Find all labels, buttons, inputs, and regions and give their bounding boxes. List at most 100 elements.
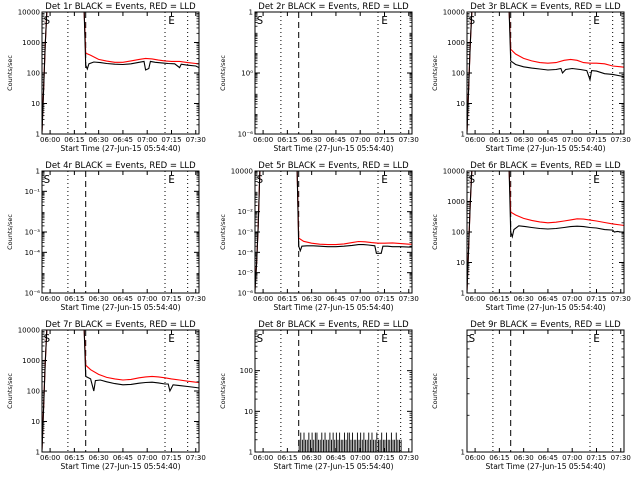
- x-tick-label: 06:30: [302, 295, 322, 303]
- event-count-bar: [360, 432, 362, 452]
- start-marker: S: [469, 14, 476, 27]
- end-marker: E: [381, 173, 388, 186]
- y-tick-label: 1: [461, 290, 465, 298]
- y-tick-label: 10⁻⁴: [238, 249, 254, 257]
- x-tick-label: 07:00: [562, 295, 582, 303]
- x-axis-label: Start Time (27-Jun-15 05:54:40): [274, 144, 394, 153]
- event-count-bar: [395, 432, 397, 452]
- x-axis-label: Start Time (27-Jun-15 05:54:40): [486, 462, 606, 471]
- event-count-bar: [334, 439, 336, 452]
- y-tick-label: 10: [456, 100, 465, 108]
- x-tick-label: 06:00: [253, 295, 273, 303]
- x-tick-label: 06:15: [64, 136, 84, 144]
- panel-det-3: Det 3r BLACK = Events, RED = LLD S E 06:00 0…: [431, 2, 631, 153]
- y-tick-label: 1000: [447, 198, 465, 206]
- y-tick-label: 100: [452, 229, 465, 237]
- x-tick-label: 06:30: [514, 295, 534, 303]
- start-marker: S: [257, 14, 264, 27]
- event-count-bar: [308, 432, 310, 452]
- end-marker: E: [381, 332, 388, 345]
- panel-title: Det 8r BLACK = Events, RED = LLD: [258, 320, 409, 330]
- events-rate-line: [42, 330, 199, 451]
- y-tick-label: 10⁻⁴: [25, 249, 41, 257]
- x-tick-label: 06:30: [89, 454, 109, 462]
- x-tick-label: 07:00: [350, 295, 370, 303]
- axes-frame: [466, 329, 625, 453]
- x-axis-label: Start Time (27-Jun-15 05:54:40): [486, 144, 606, 153]
- y-axis-label: Counts/sec: [219, 214, 227, 250]
- y-tick-label: 1000: [22, 39, 40, 47]
- lld-rate-line: [467, 12, 624, 132]
- panel-title: Det 4r BLACK = Events, RED = LLD: [45, 161, 196, 171]
- series-group: [467, 12, 624, 133]
- event-count-bar: [301, 439, 303, 452]
- x-tick-label: 06:15: [489, 295, 509, 303]
- event-count-bar: [387, 439, 389, 452]
- event-count-bar: [400, 439, 402, 452]
- x-tick-label: 07:30: [611, 454, 631, 462]
- x-tick-label: 07:15: [161, 136, 181, 144]
- event-count-bar: [352, 432, 354, 452]
- y-tick-label: 10: [456, 259, 465, 267]
- y-tick-label: 10⁻³: [25, 229, 41, 237]
- x-tick-label: 06:00: [465, 295, 485, 303]
- event-count-bar: [344, 432, 345, 452]
- event-count-bar: [318, 439, 320, 452]
- y-tick-label: 10⁻⁶: [25, 290, 41, 298]
- x-tick-label: 06:00: [40, 295, 60, 303]
- events-rate-line: [255, 171, 412, 291]
- y-tick-label: 100: [452, 70, 465, 78]
- y-tick-label: 10⁰: [241, 70, 253, 78]
- y-tick-label: 10⁻²: [238, 208, 254, 216]
- x-tick-label: 06:15: [64, 295, 84, 303]
- x-tick-label: 07:00: [562, 454, 582, 462]
- series-group: [298, 432, 402, 452]
- event-count-bar: [356, 432, 358, 452]
- x-axis-label: Start Time (27-Jun-15 05:54:40): [274, 462, 394, 471]
- x-tick-label: 06:45: [326, 454, 346, 462]
- event-count-bar: [358, 439, 360, 452]
- panel-title: Det 5r BLACK = Events, RED = LLD: [258, 161, 409, 171]
- y-tick-label: 10: [244, 408, 253, 416]
- event-count-bar: [379, 439, 381, 452]
- x-tick-label: 06:00: [40, 136, 60, 144]
- y-tick-label: 1000: [447, 39, 465, 47]
- event-count-bar: [378, 439, 379, 452]
- x-tick-label: 07:15: [586, 454, 606, 462]
- event-count-bar: [298, 439, 300, 452]
- end-marker: E: [168, 173, 175, 186]
- panel-det-4: Det 4r BLACK = Events, RED = LLD S E 06:00 0…: [6, 161, 206, 312]
- event-count-bar: [350, 439, 352, 452]
- event-count-bar: [340, 439, 342, 452]
- end-marker: E: [593, 332, 600, 345]
- panel-det-1: Det 1r BLACK = Events, RED = LLD S E 06:00 0…: [6, 2, 206, 153]
- panel-det-5: Det 5r BLACK = Events, RED = LLD S E 06:00 0…: [219, 161, 419, 312]
- end-marker: E: [168, 332, 175, 345]
- panel-title: Det 9r BLACK = Events, RED = LLD: [470, 320, 621, 330]
- event-count-bar: [353, 439, 355, 452]
- event-count-bar: [339, 432, 341, 452]
- y-tick-label: 100: [240, 367, 253, 375]
- y-tick-label: 1: [36, 131, 40, 139]
- lld-rate-line: [467, 171, 624, 291]
- event-count-bar: [361, 439, 363, 452]
- event-count-bar: [390, 432, 392, 452]
- y-axis-label: Counts/sec: [219, 55, 227, 91]
- x-tick-label: 06:45: [538, 136, 558, 144]
- event-count-bar: [381, 432, 383, 452]
- y-tick-label: 1: [249, 9, 253, 17]
- x-axis-label: Start Time (27-Jun-15 05:54:40): [486, 303, 606, 312]
- start-marker: S: [44, 173, 51, 186]
- x-tick-label: 07:15: [161, 454, 181, 462]
- axes-frame: [466, 170, 625, 294]
- axes-frame: [41, 11, 200, 135]
- x-axis-label: Start Time (27-Jun-15 05:54:40): [61, 303, 181, 312]
- y-tick-label: 10⁻⁶: [238, 131, 254, 139]
- x-tick-label: 06:30: [302, 454, 322, 462]
- y-axis-label: Counts/sec: [219, 373, 227, 409]
- x-tick-label: 07:00: [350, 454, 370, 462]
- x-tick-label: 06:00: [40, 454, 60, 462]
- x-tick-label: 06:00: [465, 454, 485, 462]
- panel-det-8: Det 8r BLACK = Events, RED = LLD S E 06:00 0…: [219, 320, 419, 471]
- y-tick-label: 10⁻⁵: [238, 269, 254, 277]
